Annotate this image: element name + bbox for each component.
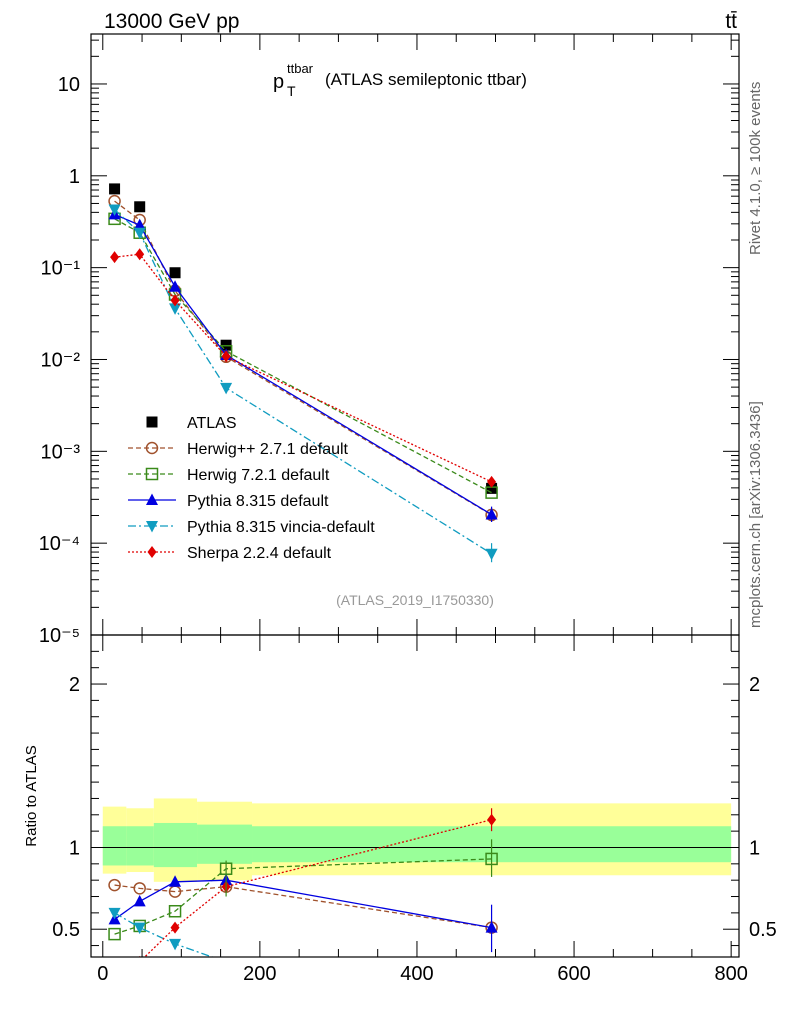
energy-label: 13000 GeV pp <box>104 10 239 33</box>
ratio-point-pythia-8-315-vincia-default <box>108 907 121 920</box>
ratio-series-herwig-2-7-1-default <box>108 878 498 934</box>
ratio-band-inner <box>102 826 127 866</box>
data-point-pythia-8-315-default <box>133 218 146 231</box>
data-point-sherpa-2-2-4-default <box>487 475 497 488</box>
data-point-pythia-8-315-vincia-default <box>108 204 121 216</box>
series-pythia-8-315-vincia-default <box>108 204 498 561</box>
plot-title-rest: (ATLAS semileptonic ttbar) <box>325 70 527 89</box>
legend: ATLAS Herwig++ 2.7.1 default Herwig 7.2.1 … <box>128 415 375 562</box>
y-tick-label: 10⁻³ <box>41 441 81 463</box>
data-point-pythia-8-315-default <box>169 280 182 292</box>
data-point-atlas <box>134 201 146 213</box>
ratio-y-tick-label-left: 0.5 <box>52 919 80 941</box>
ratio-y-tick-label-left: 1 <box>69 837 80 859</box>
ratio-point-pythia-8-315-vincia-default <box>133 922 146 935</box>
x-tick-label: 400 <box>400 963 433 985</box>
ratio-y-tick-label-right: 2 <box>749 674 760 696</box>
legend-entry-pythia-8-315-vincia-default: Pythia 8.315 vincia-default <box>128 519 375 536</box>
x-tick-label: 600 <box>557 963 590 985</box>
legend-entry-atlas: ATLAS <box>146 415 237 432</box>
y-tick-label: 10 <box>58 74 80 96</box>
ratio-plot-frame <box>90 634 740 958</box>
data-point-pythia-8-315-vincia-default <box>169 303 182 315</box>
process-label: tt̄ <box>725 10 737 33</box>
legend-entry-sherpa-2-2-4-default: Sherpa 2.2.4 default <box>128 545 332 562</box>
top-series-layer <box>108 183 498 563</box>
rivet-label: Rivet 4.1.0, ≥ 100k events <box>747 82 764 255</box>
ratio-point-herwig-2-7-1-default <box>133 882 146 895</box>
mcplots-label: mcplots.cern.ch [arXiv:1306.3436] <box>747 401 764 628</box>
x-tick-label: 800 <box>714 963 747 985</box>
plot-title-p: p <box>273 71 284 93</box>
y-tick-label: 10⁻¹ <box>41 258 81 280</box>
legend-label: Herwig++ 2.7.1 default <box>187 441 349 458</box>
analysis-id: (ATLAS_2019_I1750330) <box>336 592 494 608</box>
data-point-pythia-8-315-vincia-default <box>220 382 233 395</box>
legend-marker <box>146 521 158 533</box>
y-tick-label: 10⁻⁴ <box>39 533 80 555</box>
series-line-sherpa-2-2-4-default <box>114 253 492 483</box>
data-point-sherpa-2-2-4-default <box>221 350 231 363</box>
ratio-point-herwig-7-2-1-default <box>108 927 121 941</box>
ratio-point-pythia-8-315-default <box>133 894 146 907</box>
legend-marker <box>147 546 157 558</box>
ratio-line-herwig-7-2-1-default <box>114 858 492 935</box>
plot-title-sub: T <box>287 83 296 99</box>
legend-entry-pythia-8-315-default: Pythia 8.315 default <box>128 493 329 510</box>
legend-label: Pythia 8.315 vincia-default <box>187 519 375 536</box>
data-point-atlas <box>486 482 498 494</box>
ratio-series-pythia-8-315-default <box>108 873 498 933</box>
ratio-y-tick-label-right: 0.5 <box>749 919 777 941</box>
legend-label: Pythia 8.315 default <box>187 493 329 510</box>
ratio-y-tick-label-right: 1 <box>749 837 760 859</box>
legend-label: ATLAS <box>187 415 237 432</box>
ratio-point-pythia-8-315-vincia-default <box>486 975 498 987</box>
legend-entry-herwig-7-2-1-default: Herwig 7.2.1 default <box>128 467 330 484</box>
ratio-line-pythia-8-315-vincia-default <box>114 912 215 957</box>
y-tick-label: 10⁻⁵ <box>39 625 80 647</box>
legend-marker <box>146 493 158 505</box>
ratio-band-inner <box>153 822 198 868</box>
ratio-y-axis-label: Ratio to ATLAS <box>23 745 40 846</box>
series-line-herwig-2-7-1-default <box>114 200 492 516</box>
y-tick-label: 10⁻² <box>41 349 81 371</box>
ratio-band-inner <box>126 826 154 866</box>
x-tick-label: 0 <box>97 963 108 985</box>
data-point-sherpa-2-2-4-default <box>135 248 145 261</box>
ratio-line-herwig-2-7-1-default <box>114 884 492 929</box>
x-tick-label: 200 <box>243 963 276 985</box>
data-point-sherpa-2-2-4-default <box>110 251 120 264</box>
legend-marker <box>145 441 159 455</box>
data-point-atlas <box>109 183 121 195</box>
y-tick-label: 1 <box>69 166 80 188</box>
ratio-point-sherpa-2-2-4-default <box>110 976 119 988</box>
legend-marker <box>145 467 159 481</box>
ratio-point-herwig-2-7-1-default <box>108 878 121 892</box>
ratio-band-layer <box>91 798 739 882</box>
data-point-atlas <box>169 267 181 279</box>
legend-label: Sherpa 2.2.4 default <box>187 545 332 562</box>
legend-entry-herwig-2-7-1-default: Herwig++ 2.7.1 default <box>128 441 349 458</box>
bottom-series-layer <box>108 808 498 988</box>
data-point-sherpa-2-2-4-default <box>170 294 180 307</box>
ratio-point-herwig-7-2-1-default <box>168 904 182 918</box>
ratio-y-tick-label-left: 2 <box>69 674 80 696</box>
ratio-band-inner <box>197 824 253 864</box>
series-sherpa-2-2-4-default <box>110 248 497 488</box>
legend-marker <box>146 416 158 428</box>
ratio-point-pythia-8-315-vincia-default <box>169 938 182 951</box>
legend-label: Herwig 7.2.1 default <box>187 467 330 484</box>
ratio-point-sherpa-2-2-4-default <box>138 955 141 957</box>
ratio-point-pythia-8-315-vincia-default <box>220 956 233 957</box>
data-point-pythia-8-315-vincia-default <box>133 227 146 240</box>
ratio-point-sherpa-2-2-4-default <box>170 921 180 934</box>
plot-title-sup: ttbar <box>287 61 314 76</box>
ratio-series-pythia-8-315-vincia-default <box>108 907 498 987</box>
